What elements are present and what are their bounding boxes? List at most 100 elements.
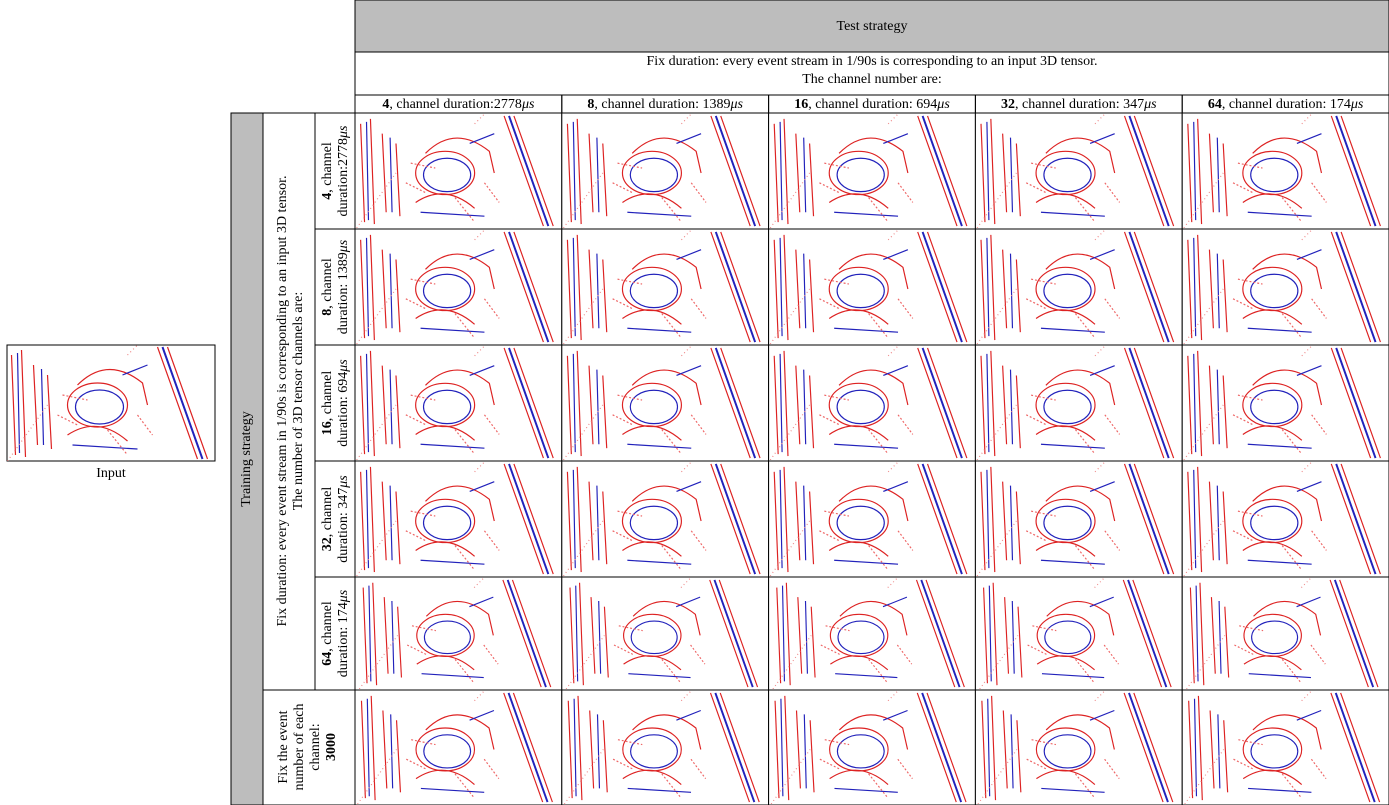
column-header: 32, channel duration: 347μs — [1001, 97, 1157, 112]
column-header-part: 32 — [1001, 97, 1015, 112]
fixed-line2-part: number of each — [292, 703, 307, 790]
result-cell — [768, 112, 976, 230]
result-cell — [974, 689, 1183, 805]
fixed-line3: channel: — [308, 723, 323, 770]
row-header-line2: duration: 1389μs — [336, 239, 351, 334]
fixed-line2: number of each — [292, 703, 307, 790]
training-title-part: Training strategy — [239, 411, 254, 507]
result-cell — [974, 228, 1183, 346]
column-header-part: 4 — [382, 97, 389, 112]
test-line2: The channel number are: — [802, 72, 942, 87]
result-cell — [354, 112, 563, 230]
column-header-part: 64 — [1208, 97, 1222, 112]
training-header-bg — [230, 112, 264, 805]
result-cell — [561, 460, 770, 578]
result-cell — [1181, 689, 1389, 805]
row-header-line1: 32, channel — [320, 487, 335, 552]
row-header-line1-part: , channel — [320, 258, 335, 309]
training-line2: The number of 3D tensor channels are: — [291, 292, 306, 510]
result-cell — [561, 112, 770, 230]
training-title: Training strategy — [239, 411, 254, 507]
row-header-line1: 4, channel — [320, 142, 335, 200]
row-header-line1-part: 64 — [320, 652, 335, 666]
row-header-line2: duration:2778μs — [336, 125, 351, 217]
test-line2-part: The channel number are: — [802, 72, 942, 87]
column-header-part: μs — [521, 97, 535, 112]
row-header-line1: 8, channel — [320, 258, 335, 316]
fixed-line3-part: channel: — [308, 723, 323, 770]
row-header-line1-part: , channel — [320, 142, 335, 193]
column-header: 16, channel duration: 694μs — [794, 97, 950, 112]
row-header-line1-part: , channel — [320, 371, 335, 422]
column-header-part: μs — [936, 97, 950, 112]
row-header-line2: duration: 174μs — [336, 589, 351, 677]
column-header-part: , channel duration:2778 — [389, 97, 522, 112]
row-header-line2-part: μs — [336, 475, 351, 489]
test-header-bg — [354, 0, 1389, 53]
fixed-line1-part: Fix the event — [276, 710, 291, 783]
result-cell — [768, 460, 976, 578]
input-label-part: Input — [96, 466, 126, 481]
result-cell — [768, 689, 976, 805]
row-header-line2: duration: 694μs — [336, 359, 351, 447]
result-cell — [974, 344, 1183, 462]
result-cell — [974, 112, 1183, 230]
result-cell — [1181, 228, 1389, 346]
row-header-line2-part: duration: 347 — [336, 488, 351, 563]
row-header-line1-part: 32 — [320, 537, 335, 551]
column-header-part: , channel duration: 347 — [1015, 97, 1144, 112]
column-header: 8, channel duration: 1389μs — [587, 97, 743, 112]
row-header-line1: 16, channel — [320, 371, 335, 436]
fixed-count-cell — [262, 689, 356, 805]
result-cell — [354, 689, 563, 805]
row-header-line2-part: duration: 174 — [336, 602, 351, 677]
row-header-line2-part: duration: 694 — [336, 372, 351, 447]
result-cell — [974, 460, 1183, 578]
fixed-count: 3000 — [324, 733, 339, 761]
result-cell — [1181, 460, 1389, 578]
row-header-line2-part: μs — [336, 359, 351, 373]
column-header-part: 8 — [587, 97, 594, 112]
row-header-line2-part: duration:2778 — [336, 138, 351, 217]
row-header-line1-part: 4 — [320, 193, 335, 200]
result-cell — [561, 344, 770, 462]
column-header-part: , channel duration: 174 — [1222, 97, 1351, 112]
column-header: 64, channel duration: 174μs — [1208, 97, 1364, 112]
training-line2-part: The number of 3D tensor channels are: — [291, 292, 306, 510]
row-header-line2-part: duration: 1389 — [336, 252, 351, 334]
result-cell — [1181, 112, 1389, 230]
column-header-part: , channel duration: 694 — [808, 97, 937, 112]
training-line1-part: Fix duration: every event stream in 1/90… — [275, 175, 290, 626]
training-line1: Fix duration: every event stream in 1/90… — [275, 175, 290, 626]
column-header-part: μs — [1143, 97, 1157, 112]
test-line1-part: Fix duration: every event stream in 1/90… — [646, 54, 1097, 69]
row-header-line1-part: 8 — [320, 309, 335, 316]
row-header-line2: duration: 347μs — [336, 475, 351, 563]
row-header-line1-part: , channel — [320, 487, 335, 538]
test-title: Test strategy — [837, 19, 908, 34]
test-line1: Fix duration: every event stream in 1/90… — [646, 54, 1097, 69]
column-header-part: , channel duration: 1389 — [594, 97, 730, 112]
result-cell — [354, 344, 563, 462]
column-header-part: μs — [729, 97, 743, 112]
column-header-part: 16 — [794, 97, 808, 112]
fixed-line1: Fix the event — [276, 710, 291, 783]
result-cell — [768, 344, 976, 462]
column-header: 4, channel duration:2778μs — [382, 97, 535, 112]
row-header-line2-part: μs — [336, 589, 351, 603]
result-cell — [1181, 344, 1389, 462]
column-header-part: μs — [1350, 97, 1364, 112]
test-title-part: Test strategy — [837, 19, 908, 34]
row-header-line1-part: 16 — [320, 421, 335, 435]
result-cell — [561, 689, 770, 805]
row-header-line2-part: μs — [336, 125, 351, 139]
result-cell — [354, 228, 563, 346]
input-label: Input — [96, 466, 126, 481]
row-header-line1-part: , channel — [320, 601, 335, 652]
fixed-count-part: 3000 — [324, 733, 339, 761]
row-header-line1: 64, channel — [320, 601, 335, 666]
row-header-line2-part: μs — [336, 239, 351, 253]
result-cell — [768, 228, 976, 346]
input-image-frame — [6, 344, 216, 462]
